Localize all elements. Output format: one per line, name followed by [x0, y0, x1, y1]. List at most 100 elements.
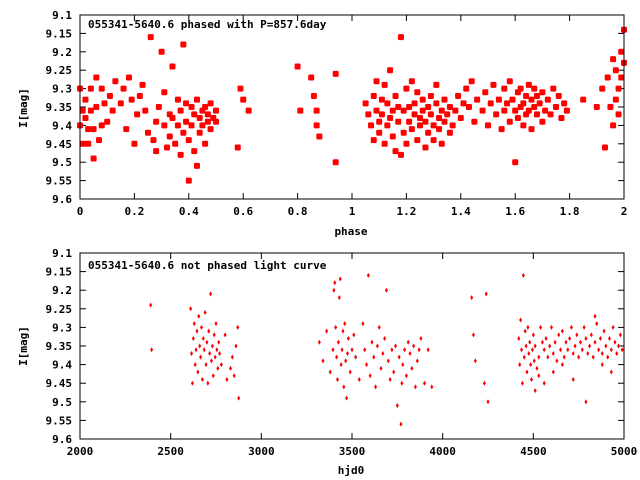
data-point	[419, 96, 426, 103]
chart-title: 055341-5640.6 phased with P=857.6day	[88, 18, 327, 31]
data-point	[361, 321, 365, 327]
data-point	[401, 362, 405, 368]
y-tick-label: 9.35	[46, 101, 73, 114]
data-point	[340, 347, 344, 353]
data-point	[542, 380, 546, 386]
y-axis-label: I[mag]	[17, 326, 30, 366]
data-point	[471, 332, 475, 338]
data-point	[199, 354, 203, 360]
data-point	[332, 287, 336, 293]
data-point	[549, 324, 553, 330]
data-point	[197, 313, 201, 319]
data-point	[394, 343, 398, 349]
data-point	[430, 137, 437, 144]
data-point	[599, 85, 606, 92]
data-point	[370, 339, 374, 345]
data-point	[153, 148, 160, 155]
data-point	[388, 376, 392, 382]
data-point	[79, 140, 86, 147]
data-point	[206, 380, 210, 386]
y-tick-label: 9.4	[52, 359, 72, 372]
data-point	[397, 151, 404, 158]
data-point	[203, 310, 207, 316]
data-point	[615, 111, 622, 118]
data-point	[392, 92, 399, 99]
data-point	[142, 107, 149, 114]
data-point	[529, 362, 533, 368]
data-point	[620, 347, 624, 353]
data-point	[123, 126, 130, 133]
x-tick-label: 2000	[67, 445, 94, 458]
x-tick-label: 1.4	[451, 205, 471, 218]
y-tick-label: 9.15	[46, 27, 73, 40]
data-point	[539, 324, 543, 330]
data-point	[533, 343, 537, 349]
data-point	[294, 63, 301, 70]
data-point	[93, 104, 100, 110]
data-point	[406, 118, 413, 125]
data-point	[425, 104, 432, 110]
data-point	[183, 118, 190, 125]
data-point	[334, 324, 338, 330]
data-point	[580, 347, 584, 353]
data-point	[463, 85, 470, 92]
data-point	[211, 373, 215, 379]
data-point	[551, 350, 555, 356]
data-point	[533, 92, 540, 99]
data-point	[527, 350, 531, 356]
data-point	[618, 74, 625, 81]
data-point	[517, 336, 521, 342]
y-tick-label: 9.1	[52, 247, 72, 260]
data-point	[213, 354, 217, 360]
x-tick-label: 0	[77, 205, 84, 218]
y-tick-label: 9.45	[46, 138, 73, 151]
data-point	[390, 347, 394, 353]
data-point	[436, 126, 443, 133]
data-point	[389, 133, 396, 140]
data-point	[200, 376, 204, 382]
y-tick-label: 9.35	[46, 340, 73, 353]
data-point	[172, 140, 179, 147]
data-point	[582, 324, 586, 330]
data-point	[591, 354, 595, 360]
data-point	[207, 328, 211, 334]
data-point	[188, 104, 195, 110]
data-point	[212, 332, 216, 338]
data-point	[441, 96, 448, 103]
data-point	[101, 100, 108, 107]
y-tick-label: 9.25	[46, 64, 73, 77]
data-point	[381, 350, 385, 356]
data-point	[379, 365, 383, 371]
data-point	[117, 100, 124, 107]
data-point	[444, 111, 451, 118]
data-point	[166, 133, 173, 140]
data-point	[297, 107, 304, 114]
data-point	[457, 115, 464, 122]
data-point	[609, 347, 613, 353]
data-point	[520, 347, 524, 353]
data-point	[490, 81, 497, 88]
y-tick-label: 9.45	[46, 377, 73, 390]
data-point	[593, 104, 600, 110]
data-point	[145, 129, 151, 136]
data-point	[368, 122, 375, 129]
y-tick-label: 9.3	[52, 321, 72, 334]
data-point	[344, 358, 348, 364]
data-point	[232, 373, 236, 379]
data-point	[85, 126, 92, 133]
data-point	[193, 362, 197, 368]
data-point	[566, 347, 570, 353]
x-axis-label: phase	[334, 225, 367, 238]
data-point	[575, 332, 579, 338]
data-point	[332, 70, 339, 77]
data-point	[372, 354, 376, 360]
data-point	[537, 373, 541, 379]
data-point	[363, 347, 367, 353]
data-point	[350, 347, 354, 353]
data-point	[615, 85, 622, 92]
data-point	[411, 100, 418, 107]
data-point	[578, 339, 582, 345]
data-point	[177, 151, 184, 158]
data-point	[422, 118, 429, 125]
data-point	[438, 107, 445, 114]
